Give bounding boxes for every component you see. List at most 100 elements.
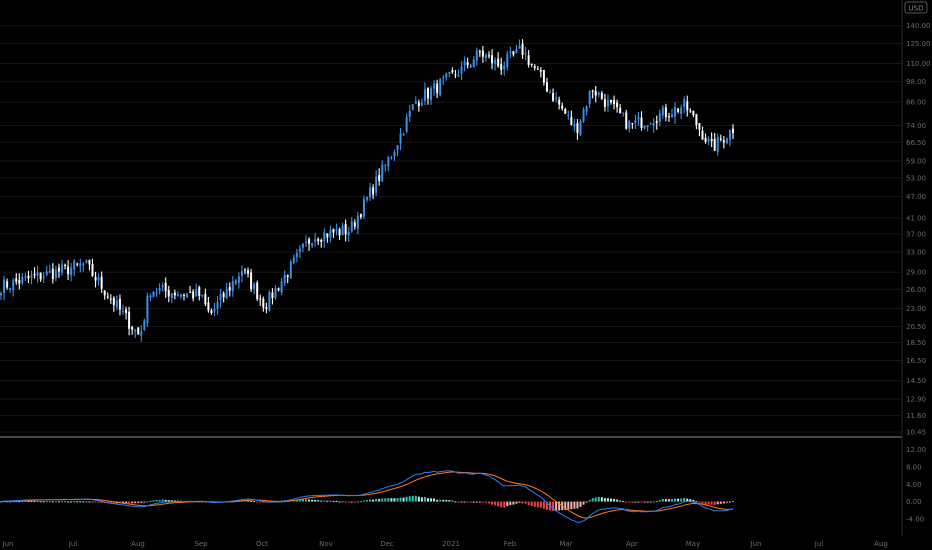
histogram-bar bbox=[170, 500, 173, 502]
time-tick-label: Jul bbox=[68, 540, 78, 548]
ohlc-body bbox=[9, 287, 12, 290]
ohlc-body bbox=[484, 54, 487, 59]
histogram-bar bbox=[375, 499, 378, 502]
time-tick-label: May bbox=[686, 540, 700, 548]
ohlc-body bbox=[716, 136, 719, 152]
ohlc-body bbox=[591, 90, 594, 92]
histogram-bar bbox=[506, 501, 509, 507]
histogram-bar bbox=[259, 501, 262, 503]
histogram-bar bbox=[649, 501, 652, 503]
histogram-bar bbox=[439, 499, 442, 502]
histogram-bar bbox=[588, 499, 591, 502]
macd-tick-label: -4.00 bbox=[906, 515, 924, 523]
price-tick-label: 98.00 bbox=[906, 78, 926, 86]
histogram-bar bbox=[329, 500, 332, 502]
ohlc-body bbox=[67, 266, 70, 275]
ohlc-body bbox=[725, 138, 728, 144]
histogram-bar bbox=[674, 498, 677, 502]
price-tick-label: 110.00 bbox=[906, 60, 931, 68]
time-tick-label: Jun bbox=[750, 540, 762, 548]
histogram-bar bbox=[640, 501, 643, 503]
ohlc-body bbox=[613, 100, 616, 105]
histogram-bar bbox=[344, 501, 347, 503]
histogram-bar bbox=[683, 497, 686, 502]
ohlc-body bbox=[603, 99, 606, 107]
ohlc-body bbox=[79, 263, 82, 266]
ohlc-body bbox=[317, 239, 320, 242]
ohlc-body bbox=[21, 277, 24, 283]
ohlc-body bbox=[57, 267, 60, 272]
histogram-bar bbox=[515, 501, 518, 504]
histogram-bar bbox=[664, 499, 667, 502]
histogram-bar bbox=[451, 500, 454, 502]
ohlc-body bbox=[88, 259, 91, 265]
histogram-bar bbox=[137, 501, 140, 504]
histogram-bar bbox=[701, 501, 704, 504]
ohlc-body bbox=[570, 117, 573, 125]
ohlc-body bbox=[466, 62, 469, 66]
histogram-bar bbox=[500, 501, 503, 508]
histogram-bar bbox=[698, 501, 701, 503]
ohlc-body bbox=[314, 239, 317, 242]
histogram-bar bbox=[82, 501, 85, 503]
histogram-bar bbox=[408, 496, 411, 502]
ohlc-body bbox=[48, 270, 51, 273]
ohlc-body bbox=[213, 308, 216, 312]
price-tick-label: 125.00 bbox=[906, 40, 931, 48]
histogram-bar bbox=[161, 499, 164, 502]
histogram-bar bbox=[366, 500, 368, 502]
histogram-bar bbox=[30, 501, 33, 503]
ohlc-body bbox=[582, 109, 585, 122]
signal-line bbox=[0, 471, 734, 519]
histogram-bar bbox=[634, 501, 637, 503]
histogram-bar bbox=[39, 501, 42, 503]
ohlc-body bbox=[45, 271, 48, 275]
ohlc-body bbox=[39, 272, 42, 280]
ohlc-body bbox=[250, 272, 253, 290]
time-tick-label: Mar bbox=[559, 540, 572, 548]
ohlc-body bbox=[198, 287, 201, 296]
ohlc-body bbox=[240, 271, 243, 276]
histogram-bar bbox=[402, 497, 405, 502]
histogram-bar bbox=[70, 501, 73, 503]
price-tick-label: 37.00 bbox=[906, 231, 926, 239]
ohlc-body bbox=[545, 82, 548, 92]
histogram-bar bbox=[704, 501, 707, 505]
ohlc-body bbox=[286, 275, 289, 278]
time-axis[interactable]: Jun Jul Aug Sep Oct Nov Dec 2021 Feb Mar Apr May Jun… bbox=[2, 540, 888, 548]
histogram-bar bbox=[658, 500, 661, 502]
histogram-bar bbox=[552, 501, 555, 511]
price-tick-label: 86.00 bbox=[906, 99, 926, 107]
histogram-bar bbox=[539, 501, 542, 508]
histogram-bar bbox=[128, 501, 131, 504]
ohlc-body bbox=[234, 280, 237, 284]
histogram-bar bbox=[497, 501, 500, 507]
time-tick-label: Apr bbox=[626, 540, 638, 548]
ohlc-body bbox=[475, 50, 478, 61]
ohlc-body bbox=[341, 225, 344, 236]
price-axis[interactable]: 140.00 125.00 110.00 98.00 86.00 74.00 66.50 59… bbox=[906, 22, 931, 436]
histogram-bar bbox=[610, 498, 612, 502]
histogram-bar bbox=[125, 501, 128, 504]
histogram-bar bbox=[436, 499, 439, 502]
histogram-bar bbox=[579, 501, 582, 507]
histogram-bar bbox=[97, 501, 100, 503]
ohlc-body bbox=[536, 68, 539, 70]
ohlc-body bbox=[30, 275, 33, 278]
histogram-bar bbox=[591, 498, 594, 502]
macd-axis[interactable]: 12.00 8.00 4.00 0.00 -4.00 bbox=[906, 446, 926, 523]
ohlc-body bbox=[262, 298, 265, 308]
ohlc-body bbox=[100, 276, 103, 289]
ohlc-body bbox=[64, 264, 67, 266]
ohlc-body bbox=[158, 288, 161, 291]
time-tick-label: 2021 bbox=[442, 540, 460, 548]
ohlc-body bbox=[12, 279, 15, 290]
ohlc-body bbox=[301, 243, 304, 248]
histogram-bar bbox=[167, 500, 170, 502]
price-tick-label: 10.45 bbox=[906, 429, 926, 437]
ohlc-body bbox=[350, 221, 353, 232]
currency-badge[interactable]: USD bbox=[904, 1, 928, 14]
ohlc-body bbox=[155, 292, 158, 294]
price-tick-label: 53.00 bbox=[906, 174, 926, 182]
